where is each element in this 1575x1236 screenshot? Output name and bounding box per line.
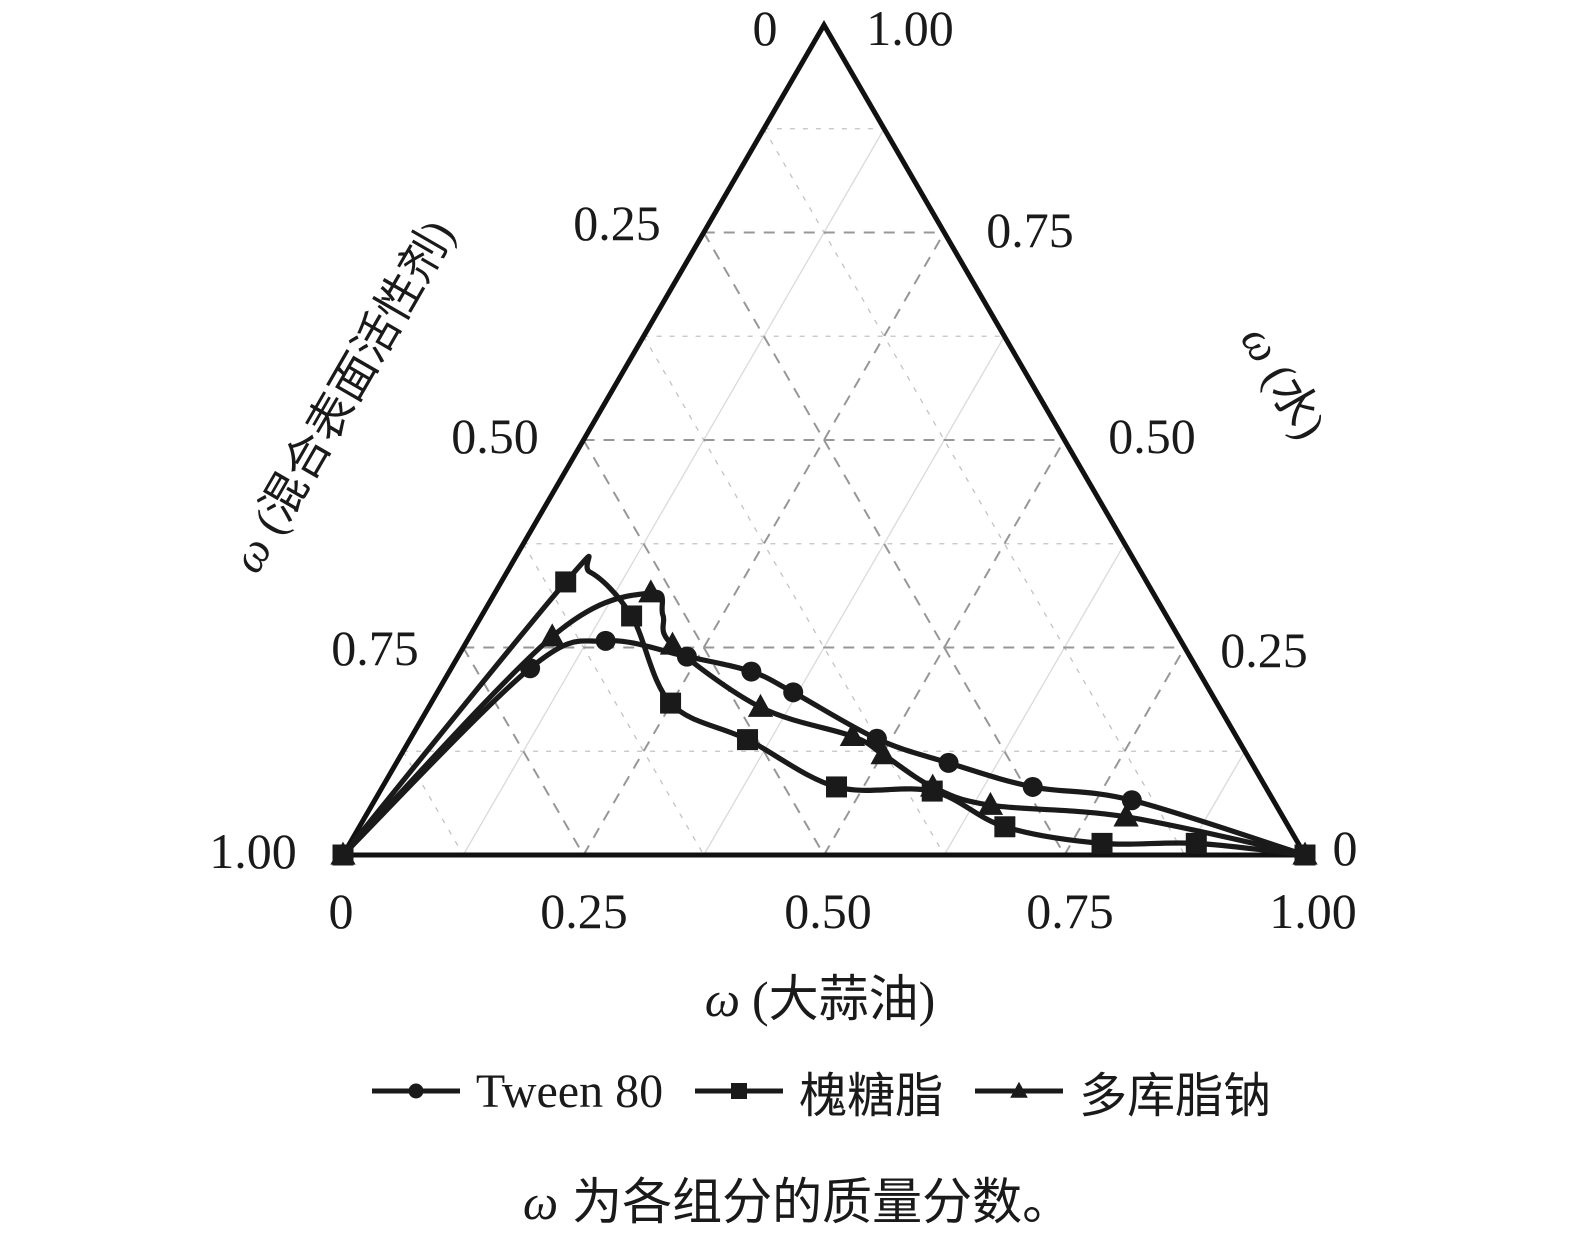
plot-svg: 0 0.25 0.50 0.75 1.00 1.00 0.75 0.50 0.2… xyxy=(209,0,1358,1027)
circle-marker xyxy=(938,752,959,773)
left-axis-tick-1: 0.25 xyxy=(573,195,661,251)
triangle-marker xyxy=(747,693,774,717)
gridlines xyxy=(402,128,1246,856)
legend-label: Tween 80 xyxy=(475,1064,664,1118)
gridline xyxy=(643,335,945,856)
gridline xyxy=(462,128,885,856)
circle-marker xyxy=(741,661,762,682)
legend-label: 多库脂钠 xyxy=(1079,1070,1272,1123)
triangle-marker xyxy=(330,841,356,865)
right-axis-title: ω(水) xyxy=(1231,317,1336,447)
left-axis-tick-4: 1.00 xyxy=(209,823,297,879)
square-marker xyxy=(731,1083,748,1099)
series-line-triangle xyxy=(340,589,1308,858)
triangle-marker xyxy=(539,623,565,647)
figure-caption: ω 为各组分的质量分数。 xyxy=(0,1162,1575,1234)
bottom-axis-tick-4: 1.00 xyxy=(1269,883,1357,939)
square-marker xyxy=(1185,832,1207,854)
square-marker xyxy=(1091,832,1113,854)
series-0-circle xyxy=(333,630,1315,865)
series-container xyxy=(330,553,1318,866)
triangle-marker xyxy=(659,631,686,655)
triangle-frame xyxy=(338,20,1310,858)
triangle-marker xyxy=(839,722,866,746)
right-axis-tick-1: 0.75 xyxy=(986,202,1074,258)
square-marker xyxy=(826,776,848,798)
legend-swatch-triangle xyxy=(975,1081,1064,1098)
caption-text: 为各组分的质量分数。 xyxy=(572,1174,1073,1230)
right-axis-tick-3: 0.25 xyxy=(1220,622,1308,678)
square-marker xyxy=(555,571,577,593)
bottom-axis-tick-0: 0 xyxy=(329,883,354,939)
gridline xyxy=(522,543,705,856)
legend: Tween 80 槐糖脂 多库脂钠 xyxy=(0,1056,1575,1126)
triangle-marker xyxy=(1010,1081,1028,1098)
left-axis-tick-0: 0 xyxy=(753,0,778,56)
circle-marker xyxy=(408,1083,424,1099)
triangle-marker xyxy=(977,791,1004,815)
square-marker xyxy=(737,729,759,751)
circle-marker xyxy=(595,630,616,651)
left-axis-title: ω(混合表面活性剂) xyxy=(221,212,464,581)
circle-marker xyxy=(1022,776,1043,797)
right-axis-tick-0: 1.00 xyxy=(866,0,954,56)
right-axis-tick-2: 0.50 xyxy=(1108,408,1196,464)
legend-item-1: 槐糖脂 xyxy=(693,1056,943,1126)
gridline xyxy=(763,128,1186,856)
triangle-marker xyxy=(870,741,896,765)
bottom-axis-tick-1: 0.25 xyxy=(540,883,628,939)
left-axis-tick-3: 0.75 xyxy=(331,620,419,676)
legend-item-0: Tween 80 xyxy=(370,1064,663,1119)
triangle-marker xyxy=(638,579,664,603)
square-marker xyxy=(660,692,682,714)
bottom-axis-title: ω (大蒜油) xyxy=(705,971,936,1027)
gridline xyxy=(703,335,1005,856)
legend-swatch-square xyxy=(695,1083,784,1099)
square-marker xyxy=(994,816,1016,838)
triangle-marker xyxy=(1292,841,1318,865)
square-marker xyxy=(621,605,643,627)
triangle-marker xyxy=(1113,803,1139,827)
legend-swatch-circle xyxy=(371,1083,460,1099)
bottom-axis-tick-2: 0.50 xyxy=(784,883,872,939)
circle-marker xyxy=(783,682,804,703)
right-axis-tick-4: 0 xyxy=(1333,820,1358,876)
series-2-triangle xyxy=(330,579,1318,865)
legend-label: 槐糖脂 xyxy=(799,1070,944,1123)
caption-omega-symbol: ω xyxy=(522,1174,559,1230)
legend-item-2: 多库脂钠 xyxy=(973,1056,1271,1126)
bottom-axis-tick-3: 0.75 xyxy=(1026,883,1114,939)
triangle-marker xyxy=(920,773,946,797)
left-axis-tick-2: 0.50 xyxy=(451,408,539,464)
